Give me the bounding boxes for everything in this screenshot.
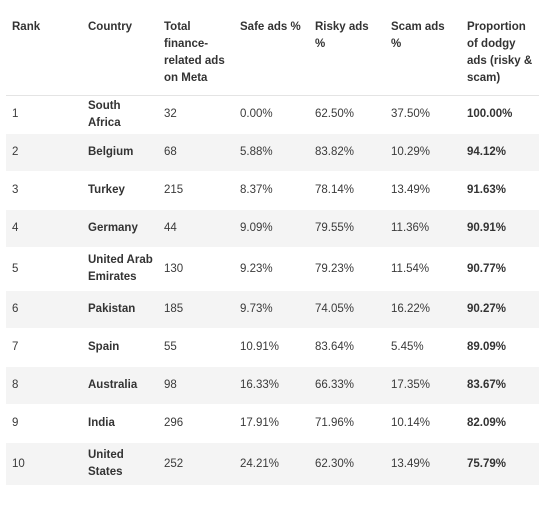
cell-total-ads: 252: [158, 442, 234, 486]
header-total-ads: Total finance-related ads on Meta: [158, 6, 234, 96]
table-row: 7 Spain 55 10.91% 83.64% 5.45% 89.09%: [6, 328, 539, 367]
table-header: Rank Country Total finance-related ads o…: [6, 6, 539, 96]
cell-proportion-dodgy: 94.12%: [461, 133, 539, 172]
cell-risky-ads: 83.82%: [309, 133, 385, 172]
cell-total-ads: 32: [158, 95, 234, 134]
cell-safe-ads: 9.23%: [234, 247, 309, 291]
cell-risky-ads: 62.50%: [309, 95, 385, 134]
cell-rank: 5: [6, 247, 82, 291]
cell-country: United States: [82, 442, 158, 486]
cell-country: Spain: [82, 328, 158, 367]
cell-proportion-dodgy: 91.63%: [461, 171, 539, 210]
cell-proportion-dodgy: 75.79%: [461, 442, 539, 486]
cell-country: Belgium: [82, 133, 158, 172]
table-row: 10 United States 252 24.21% 62.30% 13.49…: [6, 442, 539, 486]
cell-scam-ads: 13.49%: [385, 442, 461, 486]
cell-rank: 6: [6, 290, 82, 329]
cell-risky-ads: 78.14%: [309, 171, 385, 210]
table-row: 2 Belgium 68 5.88% 83.82% 10.29% 94.12%: [6, 133, 539, 172]
cell-total-ads: 55: [158, 328, 234, 367]
cell-country: Australia: [82, 366, 158, 405]
cell-country: Pakistan: [82, 290, 158, 329]
cell-country: Germany: [82, 209, 158, 248]
header-rank: Rank: [6, 6, 82, 96]
cell-safe-ads: 16.33%: [234, 366, 309, 405]
cell-country: India: [82, 404, 158, 443]
cell-country: South Africa: [82, 95, 158, 134]
cell-total-ads: 68: [158, 133, 234, 172]
cell-safe-ads: 9.73%: [234, 290, 309, 329]
cell-safe-ads: 0.00%: [234, 95, 309, 134]
cell-total-ads: 215: [158, 171, 234, 210]
cell-risky-ads: 66.33%: [309, 366, 385, 405]
cell-scam-ads: 10.29%: [385, 133, 461, 172]
cell-risky-ads: 79.23%: [309, 247, 385, 291]
cell-rank: 10: [6, 442, 82, 486]
cell-proportion-dodgy: 90.77%: [461, 247, 539, 291]
cell-total-ads: 185: [158, 290, 234, 329]
cell-proportion-dodgy: 83.67%: [461, 366, 539, 405]
cell-risky-ads: 62.30%: [309, 442, 385, 486]
header-proportion-dodgy: Proportion of dodgy ads (risky & scam): [461, 6, 539, 96]
cell-scam-ads: 16.22%: [385, 290, 461, 329]
cell-proportion-dodgy: 82.09%: [461, 404, 539, 443]
table-row: 4 Germany 44 9.09% 79.55% 11.36% 90.91%: [6, 209, 539, 248]
header-safe-ads: Safe ads %: [234, 6, 309, 96]
ranking-table-container: Rank Country Total finance-related ads o…: [6, 6, 539, 509]
cell-safe-ads: 5.88%: [234, 133, 309, 172]
table-row: 3 Turkey 215 8.37% 78.14% 13.49% 91.63%: [6, 171, 539, 210]
cell-total-ads: 130: [158, 247, 234, 291]
header-scam-ads: Scam ads %: [385, 6, 461, 96]
cell-safe-ads: 8.37%: [234, 171, 309, 210]
cell-scam-ads: 5.45%: [385, 328, 461, 367]
table-row: 6 Pakistan 185 9.73% 74.05% 16.22% 90.27…: [6, 290, 539, 329]
cell-risky-ads: 79.55%: [309, 209, 385, 248]
cell-safe-ads: 24.21%: [234, 442, 309, 486]
cell-scam-ads: 10.14%: [385, 404, 461, 443]
table-row: 5 United Arab Emirates 130 9.23% 79.23% …: [6, 247, 539, 291]
table-row: 1 South Africa 32 0.00% 62.50% 37.50% 10…: [6, 95, 539, 134]
header-country: Country: [82, 6, 158, 96]
cell-country: United Arab Emirates: [82, 247, 158, 291]
table-row: 8 Australia 98 16.33% 66.33% 17.35% 83.6…: [6, 366, 539, 405]
cell-rank: 7: [6, 328, 82, 367]
header-row: Rank Country Total finance-related ads o…: [6, 6, 539, 96]
cell-proportion-dodgy: 100.00%: [461, 95, 539, 134]
cell-safe-ads: 10.91%: [234, 328, 309, 367]
cell-scam-ads: 11.36%: [385, 209, 461, 248]
cell-scam-ads: 37.50%: [385, 95, 461, 134]
cell-rank: 3: [6, 171, 82, 210]
cell-risky-ads: 83.64%: [309, 328, 385, 367]
cell-proportion-dodgy: 90.27%: [461, 290, 539, 329]
cell-scam-ads: 11.54%: [385, 247, 461, 291]
finance-ads-ranking-table: Rank Country Total finance-related ads o…: [6, 6, 539, 486]
cell-safe-ads: 9.09%: [234, 209, 309, 248]
cell-total-ads: 98: [158, 366, 234, 405]
cell-rank: 8: [6, 366, 82, 405]
cell-rank: 4: [6, 209, 82, 248]
cell-country: Turkey: [82, 171, 158, 210]
cell-total-ads: 44: [158, 209, 234, 248]
cell-proportion-dodgy: 89.09%: [461, 328, 539, 367]
cell-proportion-dodgy: 90.91%: [461, 209, 539, 248]
cell-scam-ads: 13.49%: [385, 171, 461, 210]
cell-rank: 2: [6, 133, 82, 172]
table-row: 9 India 296 17.91% 71.96% 10.14% 82.09%: [6, 404, 539, 443]
header-risky-ads: Risky ads %: [309, 6, 385, 96]
cell-total-ads: 296: [158, 404, 234, 443]
cell-scam-ads: 17.35%: [385, 366, 461, 405]
table-body: 1 South Africa 32 0.00% 62.50% 37.50% 10…: [6, 95, 539, 486]
cell-risky-ads: 74.05%: [309, 290, 385, 329]
cell-risky-ads: 71.96%: [309, 404, 385, 443]
cell-rank: 1: [6, 95, 82, 134]
cell-rank: 9: [6, 404, 82, 443]
cell-safe-ads: 17.91%: [234, 404, 309, 443]
